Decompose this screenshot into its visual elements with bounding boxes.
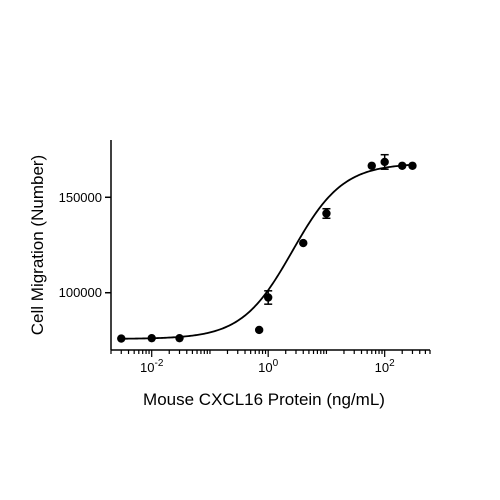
data-point — [398, 161, 407, 170]
data-point — [117, 334, 126, 343]
x-tick-label: 10-2 — [140, 358, 164, 375]
data-point — [380, 157, 389, 167]
plot-area — [117, 153, 417, 343]
data-point — [408, 161, 417, 170]
y-tick-label: 100000 — [59, 285, 102, 300]
y-axis-title: Cell Migration (Number) — [28, 155, 47, 335]
y-ticks: 100000 150000 — [59, 190, 111, 300]
data-point — [147, 333, 156, 343]
data-point — [254, 325, 264, 335]
fit-curve — [121, 163, 413, 340]
data-point — [367, 161, 376, 170]
x-tick-label: 100 — [258, 358, 278, 375]
x-ticks: 10-2 100 102 — [110, 350, 431, 375]
data-point — [175, 333, 184, 343]
data-point — [299, 238, 308, 248]
axes: 100000 150000 10-2 100 102 — [59, 140, 431, 375]
data-point — [263, 293, 273, 302]
x-axis-title: Mouse CXCL16 Protein (ng/mL) — [143, 390, 385, 409]
data-points — [117, 153, 417, 343]
y-tick-label: 150000 — [59, 190, 102, 205]
data-point — [322, 209, 331, 218]
x-tick-label: 102 — [375, 358, 395, 375]
